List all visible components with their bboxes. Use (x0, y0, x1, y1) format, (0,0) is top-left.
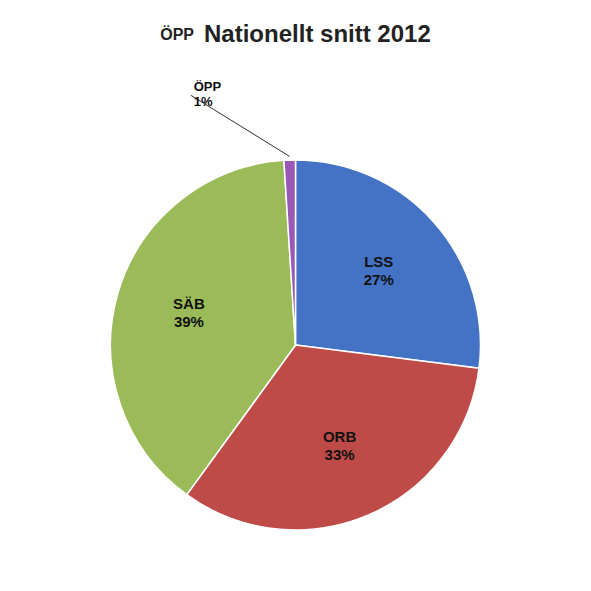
slice-label: ÖPP (194, 79, 222, 94)
data-label: 1% (194, 94, 213, 109)
chart-container: ÖPP Nationellt snitt 2012 LSS27% ORB33% SÄB3… (0, 0, 591, 591)
data-label: 39% (174, 313, 204, 330)
title: Nationellt snitt 2012 (204, 20, 431, 47)
subtitle: ÖPP (160, 25, 194, 43)
slice (110, 160, 295, 494)
slices (110, 160, 480, 530)
chart: ÖPP Nationellt snitt 2012 LSS27% ORB33% SÄB3… (0, 0, 591, 591)
data-label: 33% (325, 446, 355, 463)
slice (284, 160, 296, 345)
slice-label: LSS (364, 253, 393, 270)
slice-label: ORB (323, 428, 357, 445)
data-label: 27% (364, 271, 394, 288)
labels: LSS27% ORB33% SÄB39% ÖPP1% (173, 79, 394, 463)
slice (296, 160, 481, 368)
slice-label: SÄB (173, 295, 205, 312)
